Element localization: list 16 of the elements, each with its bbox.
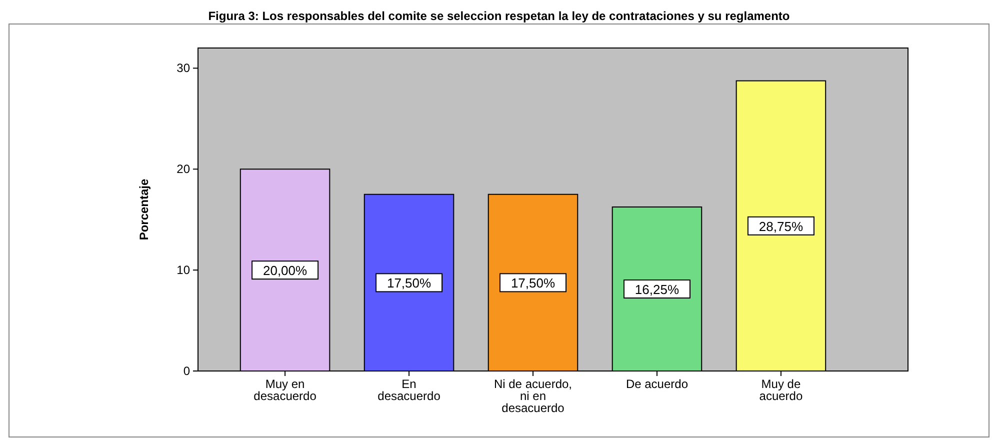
x-tick-label: Ni de acuerdo, ni en desacuerdo (494, 377, 572, 415)
data-label: 28,75% (758, 218, 804, 234)
x-tick-label: De acuerdo (626, 377, 688, 391)
y-axis-title: Porcentaje (137, 178, 151, 240)
data-label: 17,50% (386, 276, 432, 291)
y-tick-label: 0 (183, 364, 190, 378)
x-tick-label: En desacuerdo (378, 377, 441, 403)
data-label: 16,25% (634, 282, 680, 297)
y-tick-label: 10 (176, 263, 190, 278)
y-tick-label: 30 (176, 61, 190, 76)
x-tick-label: Muy de acuerdo (759, 377, 803, 403)
chart-title: Figura 3: Los responsables del comite se seleccion respetan la ley de contrataciones y su reglamento (208, 9, 790, 23)
data-label: 17,50% (510, 276, 556, 291)
data-label: 20,00% (262, 263, 308, 278)
x-tick-label: Muy en desacuerdo (254, 377, 317, 403)
y-tick-label: 20 (176, 162, 190, 176)
